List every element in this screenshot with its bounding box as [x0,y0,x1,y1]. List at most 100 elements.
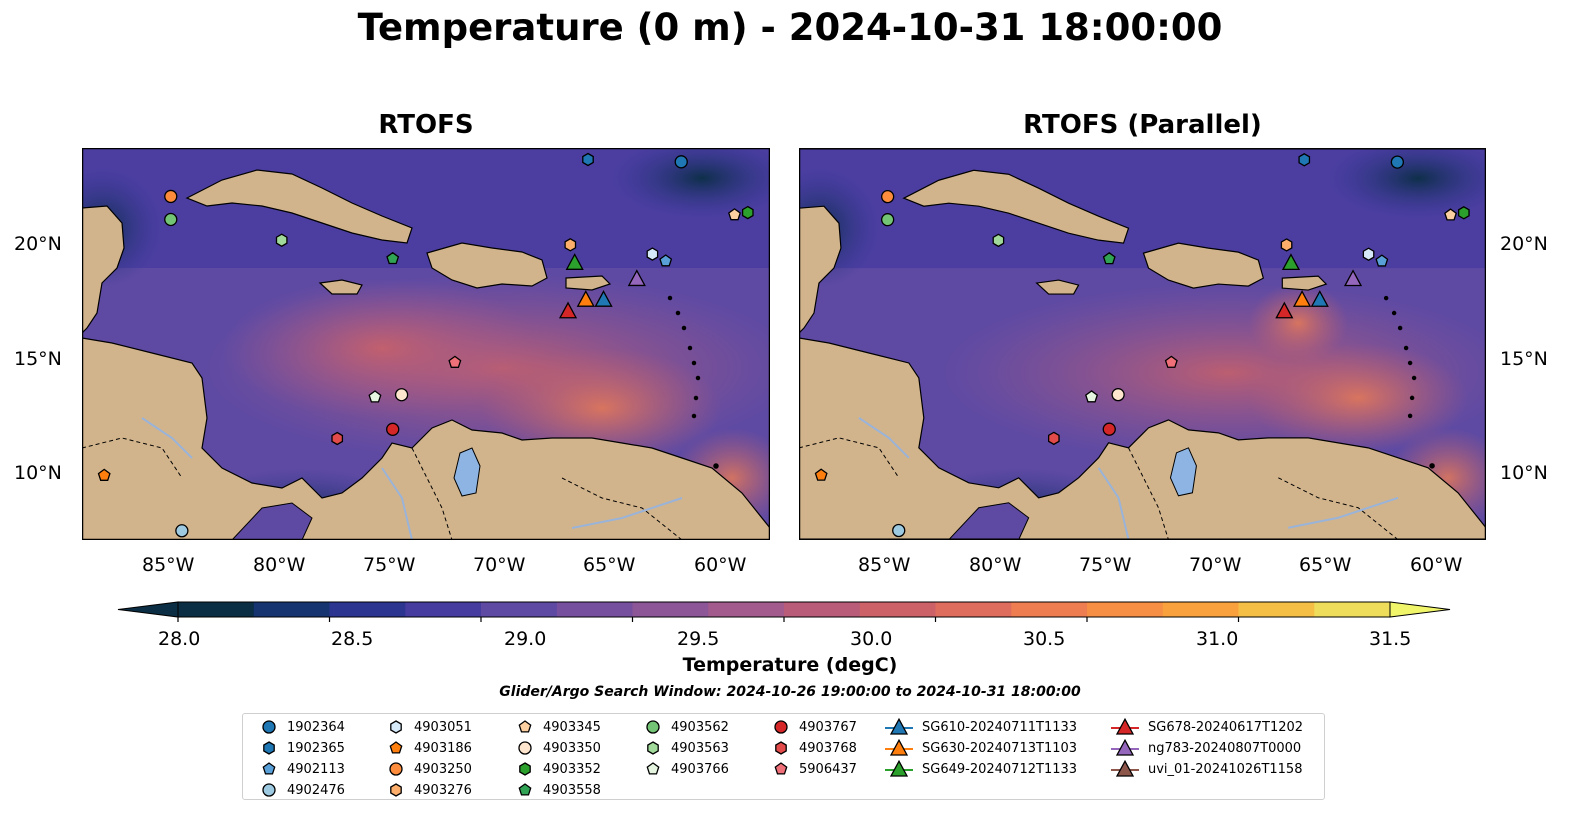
map-panel-rtofs [82,148,770,540]
panel-title-rtofs: RTOFS [378,110,474,140]
colorbar-segment [556,602,634,617]
legend-marker [774,720,788,734]
colorbar-segment [1238,602,1315,617]
colorbar-label: Temperature (degC) [682,654,898,676]
marker-4903352 [1457,206,1470,220]
legend-marker [1111,760,1139,777]
lon-tick-label: 75°W [1079,554,1132,576]
legend-marker [775,741,787,755]
colorbar-segment [1314,602,1391,617]
marker-4903051 [1362,247,1375,261]
land-puerto-rico [565,275,612,291]
legend-marker [647,741,659,755]
marker-4903186 [97,468,111,481]
colorbar-segment [784,602,861,617]
search-window-text: Glider/Argo Search Window: 2024-10-26 19… [499,684,1081,700]
legend-marker [1111,718,1139,735]
land-central-america [82,205,125,334]
colorbar-tick-label: 30.0 [850,628,893,650]
legend-label: 4903766 [671,761,729,777]
legend-label: 4903562 [671,719,729,735]
legend-label: 5906437 [799,761,857,777]
legend-marker [885,760,913,777]
legend-item: 4903350 [515,738,601,758]
legend-marker [774,762,788,775]
colorbar-tick-label: 29.0 [504,628,547,650]
marker-SG649-20240712T1133 [565,253,584,270]
lon-tick-label: 65°W [583,554,636,576]
marker-4903558 [386,251,400,265]
marker-4903562 [881,213,895,227]
marker-4903766 [368,390,382,403]
colorbar-extend-low [117,601,179,618]
legend-label: 4903767 [799,719,857,735]
legend-item: 4903051 [386,717,472,737]
legend-marker [519,762,531,776]
marker-SG678-20240617T1202 [558,301,578,319]
colorbar-segment [1162,602,1240,617]
legend: 1902364 1902365 4902113 4902476 4903051 49031… [242,713,1325,800]
colorbar-tick-label: 28.0 [158,628,201,650]
marker-SG649-20240712T1133 [1281,253,1301,271]
marker-4902476 [892,523,906,538]
marker-4903350 [394,388,409,402]
legend-marker [646,720,660,734]
legend-label: ng783-20240807T0000 [1148,740,1302,756]
panel-title-rtofs-parallel: RTOFS (Parallel) [1023,110,1262,140]
marker-4903352 [741,205,754,220]
legend-marker [262,762,276,775]
colorbar-tick-label: 29.5 [677,628,720,650]
legend-marker [518,720,532,733]
marker-SG630-20240713T1103 [576,290,595,307]
lat-tick-label: 15°N [1500,348,1548,370]
legend-item: 4903186 [386,738,472,758]
legend-label: 4903350 [543,740,601,756]
lon-tick-label: 85°W [858,554,911,576]
map-panel-rtofs-parallel [799,148,1486,540]
marker-4903767 [386,422,400,436]
marker-4903563 [992,233,1005,248]
marker-4903250 [881,189,895,204]
legend-marker [885,739,913,756]
lon-tick-label: 70°W [1189,554,1242,576]
marker-ng783-20240807T0000 [1343,269,1363,287]
legend-marker [389,741,403,754]
marker-4903276 [564,238,577,252]
colorbar-extend-high [1389,601,1451,618]
marker-SG610-20240711T1133 [594,290,613,307]
legend-label: SG678-20240617T1202 [1148,719,1304,735]
marker-4903186 [814,468,828,481]
marker-4903345 [1444,208,1458,221]
marker-SG678-20240617T1202 [1275,301,1294,319]
legend-item: SG649-20240712T1133 [884,759,1077,779]
legend-label: 1902365 [287,740,345,756]
legend-item: SG678-20240617T1202 [1110,717,1303,737]
marker-4902113 [1375,254,1389,267]
legend-item: 4903250 [386,759,472,779]
marker-1902365 [1298,153,1311,167]
lat-tick-label: 15°N [14,348,62,370]
legend-label: 4903352 [543,761,601,777]
land-lake-maracaibo [453,447,481,497]
lat-tick-label: 10°N [1500,462,1548,484]
marker-4903276 [1280,238,1293,252]
legend-item: 4903767 [771,717,857,737]
legend-marker [646,762,660,775]
lon-tick-label: 85°W [142,554,195,576]
lat-tick-label: 10°N [14,462,62,484]
legend-item: 1902365 [259,738,345,758]
colorbar-segment [253,602,331,617]
lon-tick-label: 80°W [969,554,1022,576]
legend-item: 4903562 [643,717,729,737]
colorbar-segment [405,602,482,617]
legend-marker [262,720,276,734]
lon-tick-label: 60°W [694,554,747,576]
marker-SG630-20240713T1103 [1292,290,1312,307]
legend-label: 4903186 [414,740,472,756]
colorbar-segment [178,602,255,617]
marker-4903766 [1085,390,1099,403]
colorbar-segment [481,602,558,617]
legend-label: uvi_01-20241026T1158 [1148,761,1303,777]
legend-label: 4902476 [287,782,345,798]
colorbar-segment [1011,602,1088,617]
